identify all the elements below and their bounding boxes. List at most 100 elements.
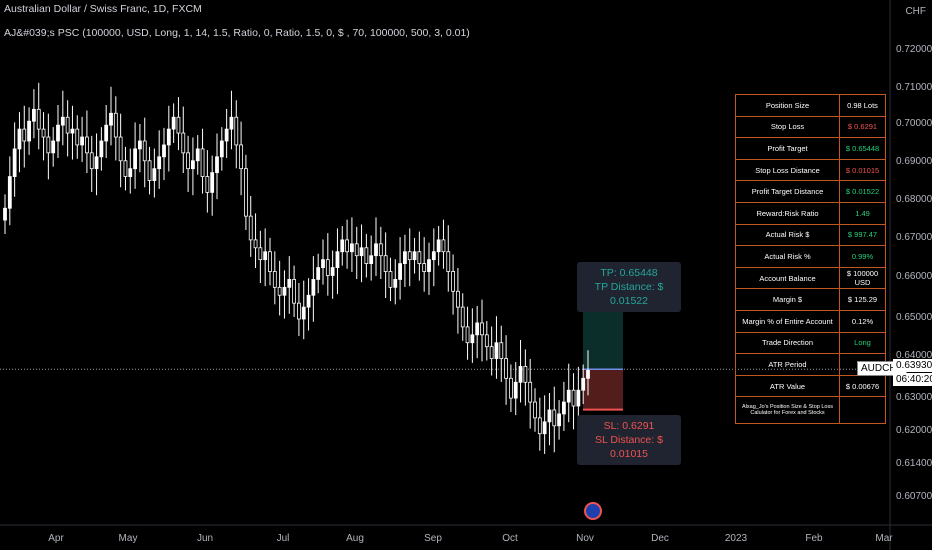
candle-body <box>282 286 287 296</box>
table-row: Actual Risk $ $ 997.47 <box>735 223 886 247</box>
table-label: Trade Direction <box>735 331 840 355</box>
candle-body <box>581 377 586 391</box>
time-tick-label: 2023 <box>724 533 748 544</box>
candle-body <box>586 370 590 379</box>
candle-body <box>99 140 104 158</box>
candle-body <box>364 247 369 265</box>
candle-body <box>176 116 181 134</box>
table-label: Margin % of Entire Account <box>735 309 840 333</box>
candle-body <box>36 108 41 130</box>
candle-body <box>374 243 378 257</box>
position-size-table: Position Size 0.98 Lots Stop Loss $ 0.6291 P… <box>735 94 886 425</box>
candle-body <box>533 401 537 419</box>
table-label: ATR Value <box>735 374 840 398</box>
candle-body <box>75 128 80 146</box>
candle-body <box>157 156 162 170</box>
candle-body <box>51 140 56 154</box>
table-value: $ 125.29 <box>839 288 886 311</box>
price-tick-label: 0.71000 <box>896 82 932 93</box>
candle-body <box>138 140 142 150</box>
table-label: Profit Target Distance <box>735 180 840 203</box>
candle-body <box>306 294 311 308</box>
candle-body <box>195 148 200 162</box>
table-label: Alxag_Jo's Position Size & Stop Loss Cal… <box>735 396 840 425</box>
current-price-badge: 0.63930 <box>893 359 932 372</box>
table-row: Profit Target Distance $ 0.01522 <box>735 180 886 203</box>
table-value: $ 997.47 <box>839 223 886 247</box>
candle-body <box>287 279 292 288</box>
candle-body <box>244 168 248 217</box>
candle-body <box>441 239 446 253</box>
candle-body <box>152 168 157 181</box>
time-tick-label: Aug <box>346 533 364 544</box>
tp-price: TP: 0.65448 <box>600 267 658 279</box>
candle-body <box>513 381 518 399</box>
price-tick-label: 0.65000 <box>896 312 932 323</box>
price-tick-label: 0.61400 <box>896 458 932 469</box>
table-label: Position Size <box>735 94 840 117</box>
price-tick-label: 0.60700 <box>896 491 932 502</box>
table-label: Profit Target <box>735 137 840 160</box>
bar-countdown: 06:40:20 <box>893 373 932 386</box>
candle-body <box>475 322 480 336</box>
price-tick-label: 0.68000 <box>896 194 932 205</box>
candle-body <box>113 112 118 138</box>
candle-body <box>504 358 508 379</box>
table-label: Actual Risk $ <box>735 223 840 247</box>
candle-body <box>109 112 113 126</box>
time-tick-label: May <box>118 533 138 544</box>
candle-body <box>89 152 94 170</box>
table-row: Trade Direction Long <box>735 331 886 355</box>
time-tick-label: Apr <box>48 533 64 544</box>
price-tick-label: 0.69000 <box>896 156 932 167</box>
candle-body <box>27 120 31 142</box>
candle-body <box>234 116 239 146</box>
take-profit-label: TP: 0.65448 TP Distance: $ 0.01522 <box>577 262 681 312</box>
table-label: ATR Period <box>735 353 840 376</box>
candle-body <box>316 267 321 280</box>
candle-body <box>499 342 504 359</box>
profit-zone <box>583 309 623 370</box>
candle-body <box>494 342 499 359</box>
candle-body <box>297 302 301 320</box>
time-tick-label: Sep <box>424 533 442 544</box>
candle-body <box>104 124 109 142</box>
candle-body <box>576 389 581 407</box>
table-row: ATR Value $ 0.00676 <box>735 374 886 398</box>
table-row: Alxag_Jo's Position Size & Stop Loss Cal… <box>735 396 886 425</box>
candle-body <box>350 243 354 253</box>
candle-body <box>253 239 258 249</box>
event-marker-icon[interactable] <box>584 502 602 520</box>
candle-body <box>518 366 523 383</box>
candle-body <box>162 144 166 158</box>
candle-body <box>56 124 60 142</box>
candle-body <box>484 334 489 348</box>
candle-body <box>398 263 402 280</box>
table-row: Margin $ $ 125.29 <box>735 288 886 311</box>
time-tick-label: Nov <box>576 533 594 544</box>
candle-body <box>340 239 345 253</box>
candle-body <box>407 251 412 261</box>
table-row: Profit Target $ 0.65448 <box>735 137 886 160</box>
tp-distance: TP Distance: $ 0.01522 <box>594 281 664 307</box>
candle-body <box>12 148 17 177</box>
candle-body <box>191 160 195 170</box>
sl-price: SL: 0.6291 <box>603 420 655 432</box>
candle-body <box>571 389 576 407</box>
candle-body <box>186 152 190 170</box>
candle-body <box>557 413 561 427</box>
table-label: Account Balance <box>735 266 840 290</box>
indicator-legend[interactable]: AJ&#039;s PSC (100000, USD, Long, 1, 14,… <box>4 27 470 39</box>
candle-body <box>181 132 186 154</box>
candle-body <box>210 172 215 193</box>
candle-body <box>431 251 436 261</box>
candle-body <box>383 255 388 272</box>
table-row: Stop Loss Distance $ 0.01015 <box>735 158 886 182</box>
table-value: $ 0.01015 <box>839 158 886 182</box>
candle-body <box>325 259 330 276</box>
table-value: 1.49 <box>839 201 886 225</box>
currency-label: CHF <box>905 6 926 17</box>
candle-body <box>263 251 268 261</box>
candle-body <box>3 207 7 221</box>
